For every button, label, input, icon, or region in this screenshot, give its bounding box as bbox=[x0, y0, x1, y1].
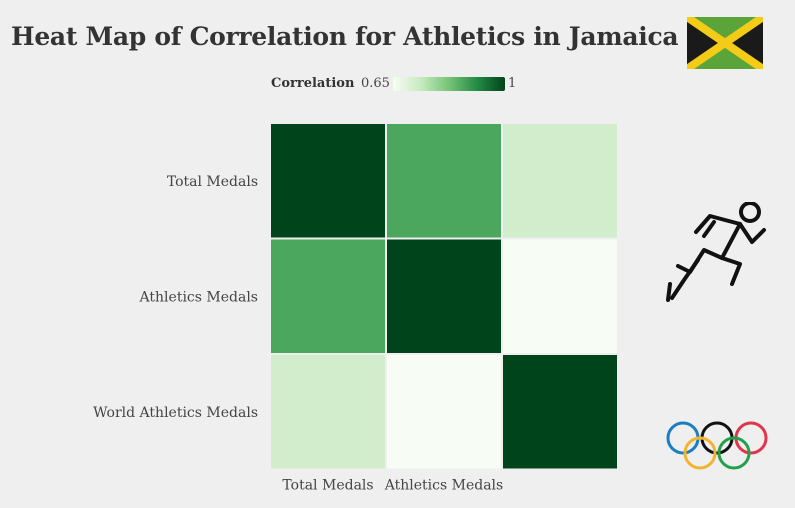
legend-max-label: 1 bbox=[508, 76, 517, 91]
legend-min-label: 0.65 bbox=[361, 76, 390, 91]
x-tick-label: Athletics Medals bbox=[384, 478, 503, 494]
heatmap-cell bbox=[387, 239, 501, 353]
heatmap-cell bbox=[503, 124, 617, 238]
heatmap-cell bbox=[271, 355, 385, 469]
y-tick-label: Total Medals bbox=[167, 174, 258, 190]
x-tick-label: Total Medals bbox=[282, 478, 373, 494]
page-title: Heat Map of Correlation for Athletics in… bbox=[11, 22, 679, 51]
heatmap-cell bbox=[271, 124, 385, 238]
y-tick-label: World Athletics Medals bbox=[93, 405, 258, 421]
heatmap-cell bbox=[271, 239, 385, 353]
jamaica-flag-icon bbox=[687, 17, 763, 69]
olympic-rings-icon bbox=[666, 421, 768, 470]
heatmap-cell bbox=[387, 355, 501, 469]
heatmap-cell bbox=[387, 124, 501, 238]
legend-gradient-bar bbox=[393, 77, 505, 91]
heatmap-cell bbox=[503, 355, 617, 469]
y-tick-label: Athletics Medals bbox=[139, 289, 258, 305]
legend-label: Correlation bbox=[271, 76, 355, 91]
runner-icon bbox=[666, 202, 766, 302]
heatmap-cell bbox=[503, 239, 617, 353]
